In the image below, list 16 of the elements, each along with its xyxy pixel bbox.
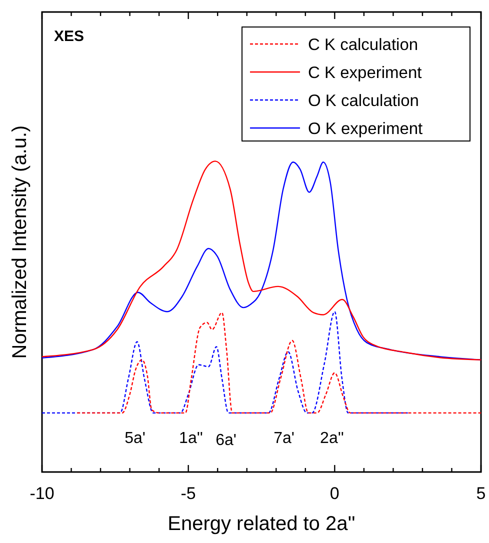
text: XES bbox=[54, 28, 84, 45]
legend-label: O K calculation bbox=[308, 92, 419, 110]
annotation: 5a' bbox=[124, 430, 146, 447]
legend-label: C K calculation bbox=[308, 36, 418, 54]
annotation: 2a'' bbox=[320, 430, 344, 447]
annotation: 1a'' bbox=[179, 430, 203, 447]
x-tick-label: 5 bbox=[476, 484, 486, 503]
x-axis-title: Energy related to 2a'' bbox=[168, 513, 356, 535]
annotation: 6a' bbox=[216, 432, 236, 449]
x-tick-label: -10 bbox=[30, 484, 54, 503]
x-tick-label: -5 bbox=[180, 484, 196, 503]
annotation: 7a' bbox=[274, 430, 294, 447]
legend-label: O K experiment bbox=[308, 120, 424, 138]
x-tick-label: 0 bbox=[330, 484, 340, 503]
y-axis-title: Normalized Intensity (a.u.) bbox=[9, 125, 31, 359]
legend-label: C K experiment bbox=[308, 64, 422, 82]
